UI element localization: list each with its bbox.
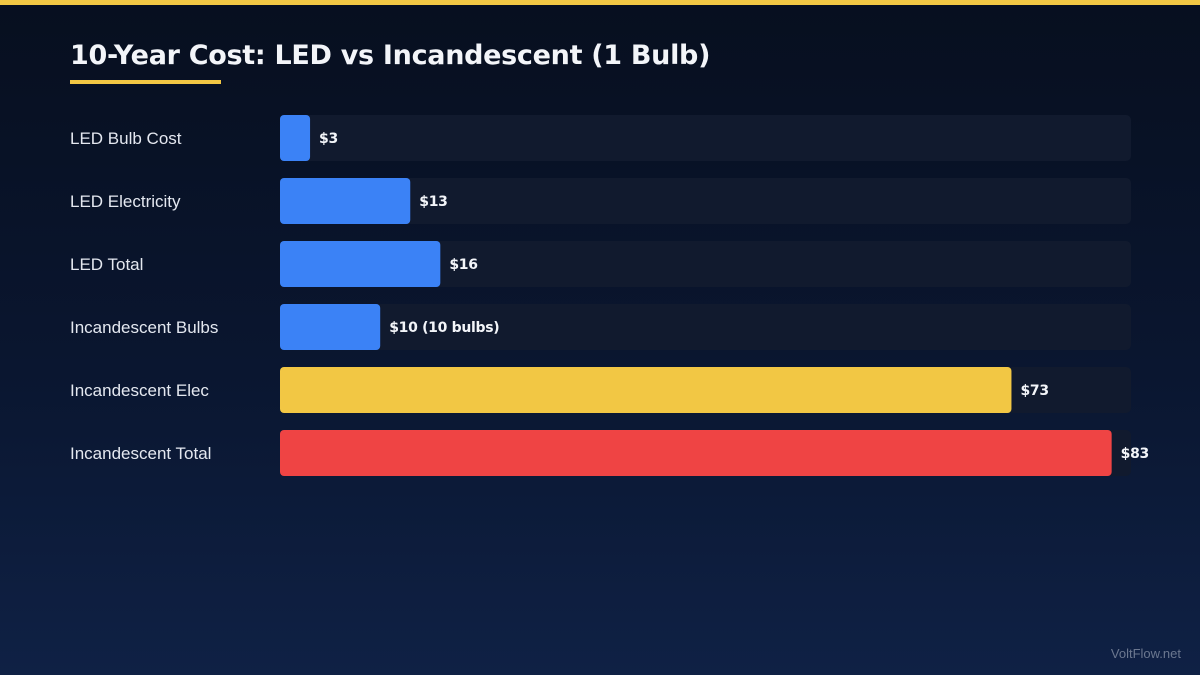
bar-track-4 [280,304,1131,350]
category-label-2: LED Electricity [70,192,181,211]
category-label-6: Incandescent Total [70,444,211,463]
category-label-5: Incandescent Elec [70,381,209,400]
value-label-2: $13 [419,194,447,210]
value-label-3: $16 [449,257,477,273]
bar-track-2 [280,178,1131,224]
footer-site-credit: VoltFlow.net [1110,646,1181,661]
category-label-4: Incandescent Bulbs [70,318,218,337]
value-label-5: $73 [1020,383,1048,399]
bar-3 [280,241,441,287]
category-label-1: LED Bulb Cost [70,129,182,148]
bar-6 [280,430,1112,476]
bar-track-1 [280,115,1131,161]
title-underline [70,80,221,84]
bar-5 [280,367,1012,413]
value-label-1: $3 [319,131,338,147]
bar-2 [280,178,411,224]
value-label-6: $83 [1121,446,1149,462]
chart-title: 10-Year Cost: LED vs Incandescent (1 Bul… [70,40,711,71]
bar-4 [280,304,381,350]
bar-track-3 [280,241,1131,287]
category-label-3: LED Total [70,255,143,274]
top-accent-bar [0,0,1200,5]
bar-1 [280,115,311,161]
value-label-4: $10 (10 bulbs) [389,320,499,336]
